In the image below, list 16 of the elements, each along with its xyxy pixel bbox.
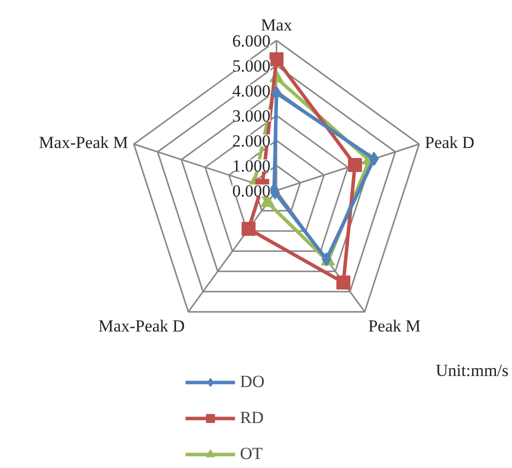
- y-tick-label: 0.000: [232, 182, 270, 200]
- y-tick-label: 4.000: [232, 82, 270, 100]
- y-tick-label: 1.000: [232, 156, 270, 176]
- y-tick-label: 2.000: [232, 132, 270, 150]
- legend-label: OT: [240, 444, 263, 464]
- spoke-label: Max-Peak D: [98, 316, 185, 336]
- y-tick-label: 3.000: [232, 106, 270, 126]
- spoke-label: Peak M: [368, 316, 421, 336]
- y-tick-label: 5.000: [232, 56, 270, 76]
- spoke-label: Max: [260, 16, 293, 34]
- y-tick-label: 6.000: [232, 32, 270, 50]
- legend-label: RD: [240, 408, 264, 428]
- text: Unit:mm/s: [436, 361, 509, 380]
- spoke-label: Peak D: [424, 132, 474, 152]
- spoke-label: Max-Peak M: [38, 132, 128, 152]
- legend-label: DO: [240, 372, 265, 392]
